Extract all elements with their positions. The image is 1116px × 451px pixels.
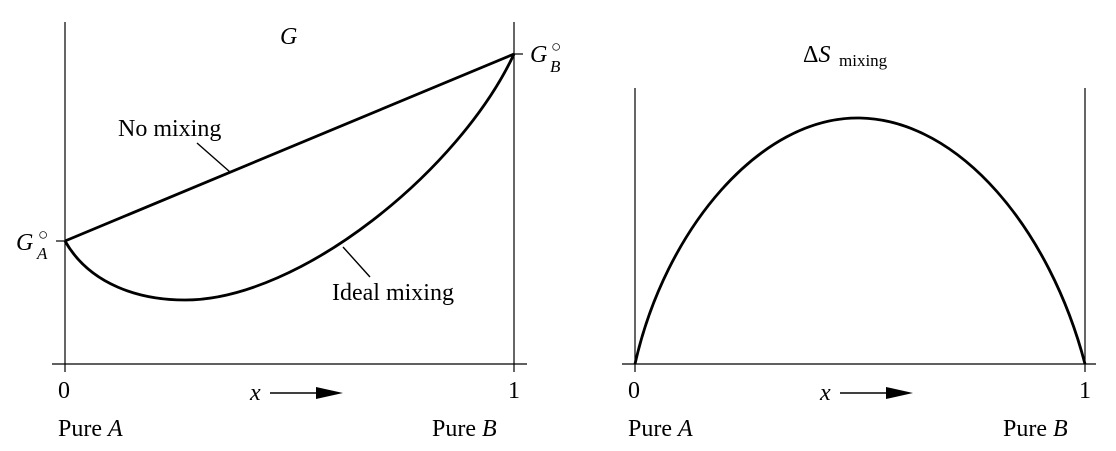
ga-sub: A	[36, 244, 48, 263]
no-mixing-label: No mixing	[118, 116, 221, 142]
right-tick-1: 1	[1079, 378, 1091, 404]
left-pure-a-prefix: Pure	[58, 416, 108, 442]
right-title-s: S	[818, 42, 830, 68]
no-mixing-leader	[196, 142, 231, 173]
right-title-sub: mixing	[839, 51, 888, 70]
left-tick-1: 1	[508, 378, 520, 404]
ideal-mixing-leader	[342, 246, 371, 278]
gb-base: G	[530, 42, 547, 68]
left-x-label: x	[249, 380, 261, 406]
left-tick-0: 0	[58, 378, 70, 404]
gb-sub: B	[550, 57, 561, 76]
left-pure-b: Pure B	[432, 416, 497, 442]
left-pure-b-var: B	[482, 416, 497, 442]
left-x-arrowhead	[316, 387, 343, 399]
right-pure-b: Pure B	[1003, 416, 1068, 442]
entropy-of-mixing-curve	[633, 116, 1087, 365]
right-title: ΔS	[803, 42, 830, 68]
left-pure-b-prefix: Pure	[432, 416, 482, 442]
no-mixing-line	[64, 52, 515, 243]
right-panel: ΔS mixing 0 1 x Pure A Pure B	[622, 42, 1096, 442]
right-pure-a-var: A	[676, 416, 693, 442]
right-pure-a-prefix: Pure	[628, 416, 678, 442]
ga-label: G	[16, 230, 33, 256]
left-title: G	[280, 24, 297, 50]
ideal-mixing-label: Ideal mixing	[332, 280, 454, 306]
gb-label: G	[530, 42, 547, 68]
ideal-mixing-curve	[63, 53, 516, 302]
right-x-arrowhead	[886, 387, 913, 399]
right-title-delta: Δ	[803, 42, 818, 68]
right-tick-0: 0	[628, 378, 640, 404]
right-x-label: x	[819, 380, 831, 406]
left-pure-a-var: A	[106, 416, 123, 442]
ga-base: G	[16, 230, 33, 256]
left-pure-a: Pure A	[58, 416, 123, 442]
left-panel: G G ○ A G ○ B No mixing Ideal mixing 0 1…	[16, 22, 561, 442]
gb-sup: ○	[551, 37, 561, 56]
right-pure-b-prefix: Pure	[1003, 416, 1053, 442]
right-pure-b-var: B	[1053, 416, 1068, 442]
ga-sup: ○	[38, 225, 48, 244]
right-pure-a: Pure A	[628, 416, 693, 442]
